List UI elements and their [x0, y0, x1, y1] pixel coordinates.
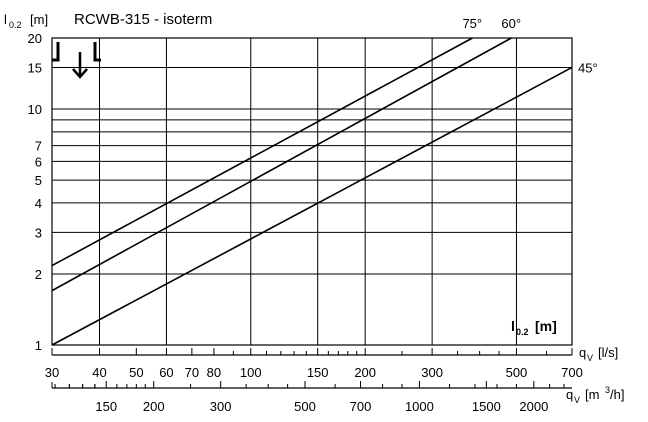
x2-tick-label: 2000 — [519, 399, 548, 414]
y-tick-labels: 1 2 3 4 5 67 10 15 20 — [28, 31, 42, 353]
y-tick-label: 6 — [35, 154, 42, 169]
chart-annotation: l 0.2 [m] — [511, 318, 557, 337]
x-tick-label: 150 — [307, 365, 329, 380]
x-tick-label: 500 — [506, 365, 528, 380]
x-tick-label: 200 — [354, 365, 376, 380]
x-axis-primary: 30 40 50 60 70 80 100 150 200 300 500 700 — [45, 348, 583, 380]
x-tick-label: 70 — [185, 365, 199, 380]
x-axis-secondary-label-unit-end: /h] — [610, 387, 624, 402]
y-axis-label-unit: [m] — [30, 12, 48, 27]
x-tick-label: 80 — [207, 365, 221, 380]
grid — [51, 37, 573, 346]
x-axis-secondary: 150 200 300 500 700 1000 1500 2000 — [51, 381, 572, 414]
x-tick-label: 60 — [159, 365, 173, 380]
y-tick-label: 2 — [35, 267, 42, 282]
y-tick-label: 3 — [35, 225, 42, 240]
series-line — [51, 37, 473, 267]
x-tick-label: 50 — [129, 365, 143, 380]
y-axis-label-main: l — [4, 12, 7, 27]
y-axis-label-sub: 0.2 — [9, 20, 22, 30]
y-tick-label: 5 — [35, 173, 42, 188]
x-axis-primary-label-main: q — [579, 345, 586, 360]
x2-tick-label: 1500 — [472, 399, 501, 414]
series-line — [51, 37, 512, 292]
annotation-unit: [m] — [535, 318, 557, 334]
series-label: 60° — [501, 16, 521, 31]
x-axis-secondary-label: q V [m 3 /h] — [566, 385, 624, 405]
x2-tick-label: 300 — [210, 399, 232, 414]
x-tick-label: 30 — [45, 365, 59, 380]
series-label: 75° — [462, 16, 482, 31]
y-axis-label: l 0.2 [m] — [4, 12, 48, 30]
annotation-main: l — [511, 318, 515, 334]
x-tick-label: 40 — [92, 365, 106, 380]
series-lines: 75° 60° 45° — [51, 16, 598, 346]
x-tick-label: 700 — [561, 365, 583, 380]
x2-tick-label: 500 — [294, 399, 316, 414]
y-tick-label: 4 — [35, 196, 42, 211]
x-axis-secondary-label-main: q — [566, 387, 573, 402]
annotation-sub: 0.2 — [516, 327, 529, 337]
x2-tick-label: 700 — [350, 399, 372, 414]
y-tick-label: 10 — [28, 102, 42, 117]
x-tick-label: 300 — [421, 365, 443, 380]
x-tick-label: 100 — [240, 365, 262, 380]
y-tick-label: 15 — [28, 60, 42, 75]
y-tick-label: 7 — [35, 139, 42, 154]
plot-frame — [51, 37, 573, 346]
series-line — [51, 66, 573, 346]
x2-tick-label: 200 — [143, 399, 165, 414]
x2-tick-label: 150 — [95, 399, 117, 414]
x-axis-primary-label: q V [l/s] — [579, 345, 618, 363]
x2-tick-label: 1000 — [405, 399, 434, 414]
chart-title: RCWB-315 - isoterm — [74, 11, 212, 28]
x-axis-secondary-label-sup: 3 — [605, 385, 610, 395]
x-axis-primary-label-sub: V — [587, 353, 593, 363]
x-axis-secondary-label-unit: [m — [585, 387, 599, 402]
ceiling-diffuser-downward-airflow-icon — [52, 42, 101, 79]
series-label: 45° — [578, 60, 598, 75]
x-axis-secondary-label-sub: V — [574, 395, 580, 405]
x-axis-primary-label-unit: [l/s] — [598, 345, 618, 360]
y-tick-label: 20 — [28, 31, 42, 46]
y-tick-label: 1 — [35, 338, 42, 353]
